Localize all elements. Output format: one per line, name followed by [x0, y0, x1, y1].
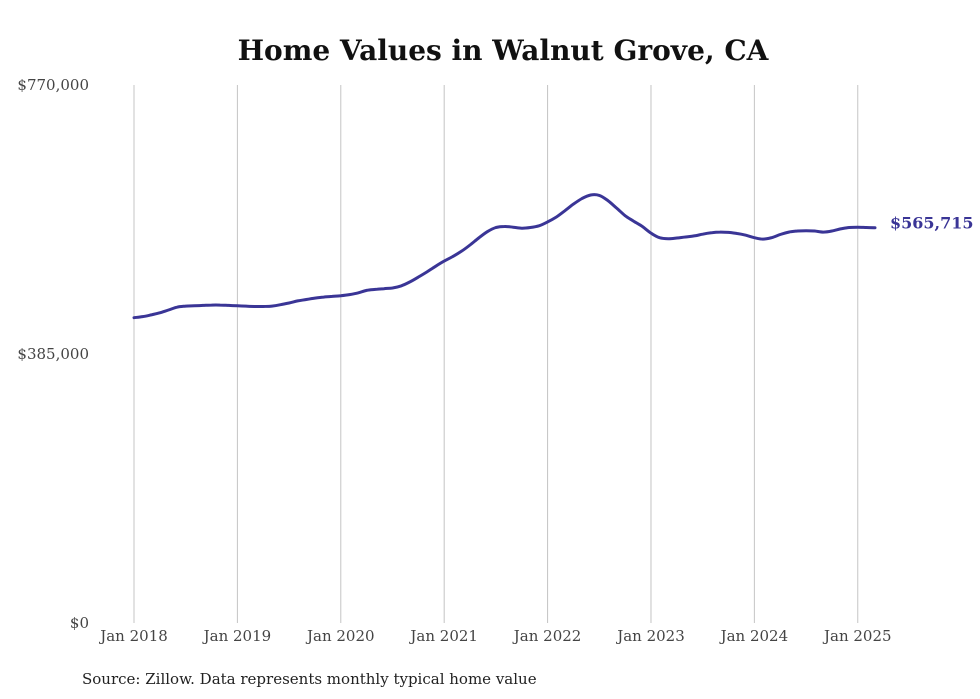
- y-tick-label: $385,000: [17, 345, 89, 363]
- x-tick-label: Jan 2022: [512, 627, 582, 645]
- y-axis-ticks: $0 $385,000 $770,000: [17, 76, 89, 632]
- y-tick-label: $770,000: [17, 76, 89, 94]
- end-value-label: $565,715: [890, 214, 974, 233]
- y-tick-label: $0: [70, 614, 89, 632]
- x-tick-label: Jan 2021: [408, 627, 478, 645]
- x-tick-label: Jan 2019: [202, 627, 272, 645]
- chart-title: Home Values in Walnut Grove, CA: [238, 34, 770, 67]
- x-tick-label: Jan 2025: [822, 627, 892, 645]
- series-line: [132, 193, 877, 320]
- source-note: Source: Zillow. Data represents monthly …: [82, 670, 537, 688]
- x-axis-ticks: Jan 2018 Jan 2019 Jan 2020 Jan 2021 Jan 2022…: [98, 627, 891, 645]
- series-layer: $565,715: [132, 193, 974, 320]
- grid-layer: [133, 85, 859, 623]
- x-tick-label: Jan 2023: [615, 627, 685, 645]
- x-tick-label: Jan 2018: [98, 627, 168, 645]
- x-tick-label: Jan 2024: [719, 627, 789, 645]
- x-tick-label: Jan 2020: [305, 627, 375, 645]
